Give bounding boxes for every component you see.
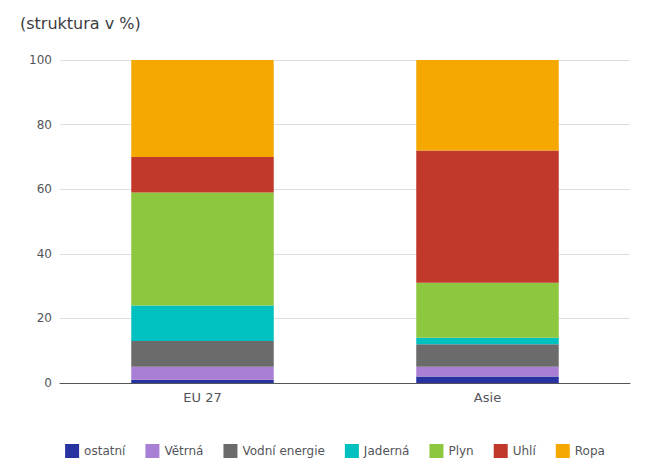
svg-text:Vodní energie: Vodní energie <box>242 444 324 458</box>
svg-text:EU 27: EU 27 <box>183 390 221 405</box>
svg-text:(struktura v %): (struktura v %) <box>20 14 141 33</box>
svg-text:80: 80 <box>37 118 52 132</box>
svg-text:Ropa: Ropa <box>575 444 605 458</box>
svg-text:ostatní: ostatní <box>84 444 126 458</box>
svg-text:Jaderná: Jaderná <box>363 444 410 458</box>
svg-text:100: 100 <box>29 53 52 67</box>
svg-text:Asie: Asie <box>474 390 501 405</box>
svg-text:Větrná: Větrná <box>164 444 203 458</box>
svg-text:Uhlí: Uhlí <box>513 444 537 458</box>
svg-text:Plyn: Plyn <box>448 444 473 458</box>
svg-text:60: 60 <box>37 182 52 196</box>
svg-text:40: 40 <box>37 247 52 261</box>
svg-text:0: 0 <box>44 376 52 390</box>
svg-text:20: 20 <box>37 311 52 325</box>
